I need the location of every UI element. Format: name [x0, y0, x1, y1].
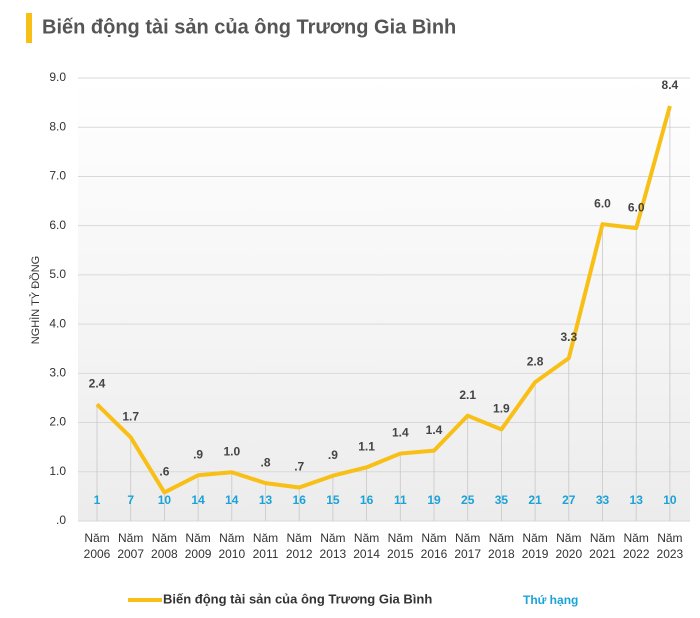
y-axis-label: NGHÌN TỶ ĐỒNG [29, 256, 42, 344]
x-tick-label: Năm 2022 [622, 531, 650, 561]
rank-label: 16 [360, 493, 374, 507]
y-tick-label: 9.0 [49, 70, 66, 84]
y-tick-label: .0 [56, 513, 66, 527]
rank-label: 19 [427, 493, 441, 507]
y-tick-label: 4.0 [49, 316, 66, 330]
x-tick-label: Năm 2016 [420, 531, 448, 561]
x-tick-label: Năm 2018 [488, 531, 515, 561]
rank-label: 7 [127, 493, 134, 507]
value-label: .9 [328, 448, 338, 462]
value-label: 3.3 [560, 330, 577, 344]
value-label: 1.7 [122, 409, 139, 423]
value-label: 2.4 [89, 377, 106, 391]
x-tick-label: Năm 2015 [386, 531, 414, 561]
rank-label: 16 [293, 493, 307, 507]
y-tick-label: 2.0 [49, 415, 66, 429]
rank-label: 13 [630, 493, 644, 507]
y-tick-label: 6.0 [49, 218, 66, 232]
rank-label: 13 [259, 493, 273, 507]
rank-label: 1 [94, 493, 101, 507]
x-tick-label: Năm 2009 [184, 531, 212, 561]
y-tick-label: 7.0 [49, 169, 66, 183]
value-label: .6 [159, 465, 169, 479]
x-tick-label: Năm 2020 [555, 531, 583, 561]
plot-area [78, 78, 690, 521]
x-tick-label: Năm 2007 [117, 531, 145, 561]
x-tick-label: Năm 2014 [353, 531, 380, 561]
y-tick-label: 5.0 [49, 267, 66, 281]
rank-label: 11 [394, 493, 407, 507]
value-label: 1.9 [493, 402, 510, 416]
rank-label: 33 [596, 493, 610, 507]
rank-label: 15 [326, 493, 340, 507]
value-label: 1.4 [426, 423, 443, 437]
rank-label: 25 [461, 493, 475, 507]
value-label: 1.1 [358, 440, 375, 454]
value-label: 6.0 [628, 200, 645, 214]
value-label: 6.0 [594, 196, 611, 210]
value-label: 8.4 [662, 78, 679, 92]
x-tick-label: Năm 2013 [319, 531, 347, 561]
x-tick-label: Năm 2023 [656, 531, 684, 561]
value-label: 1.0 [223, 444, 240, 458]
x-tick-label: Năm 2006 [83, 531, 111, 561]
x-tick-label: Năm 2012 [285, 531, 313, 561]
y-tick-label: 8.0 [49, 119, 66, 133]
x-tick-label: Năm 2008 [151, 531, 178, 561]
value-label: 2.8 [527, 354, 544, 368]
x-tick-label: Năm 2011 [252, 531, 279, 561]
x-tick-label: Năm 2010 [218, 531, 246, 561]
value-label: .9 [193, 447, 203, 461]
legend-rank: Thứ hạng [523, 593, 578, 607]
y-tick-label: 1.0 [49, 464, 66, 478]
line [95, 105, 672, 495]
rank-label: 10 [663, 493, 677, 507]
x-tick-label: Năm 2019 [521, 531, 549, 561]
value-label: 1.4 [392, 426, 409, 440]
x-tick-label: Năm 2017 [454, 531, 482, 561]
rank-label: 10 [158, 493, 172, 507]
x-tick-label: Năm 2021 [589, 531, 616, 561]
title-accent [26, 13, 32, 43]
value-label: .8 [260, 455, 270, 469]
chart-title: Biến động tài sản của ông Trương Gia Bìn… [42, 16, 456, 38]
y-tick-label: 3.0 [49, 366, 66, 380]
value-label: 2.1 [459, 388, 476, 402]
value-label: .7 [294, 460, 304, 474]
rank-label: 27 [562, 493, 576, 507]
rank-label: 21 [528, 493, 542, 507]
rank-label: 14 [191, 493, 205, 507]
legend-label: Biến động tài sản của ông Trương Gia Bìn… [163, 591, 432, 606]
rank-label: 35 [495, 493, 509, 507]
rank-label: 14 [225, 493, 239, 507]
